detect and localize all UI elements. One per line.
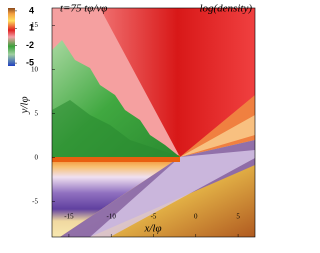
colorbar-tick-label: 1 [29, 23, 34, 33]
colorbar-tick-label: 4 [29, 5, 34, 15]
x-tick-label: -10 [107, 213, 117, 221]
x-tick-label: -5 [151, 213, 157, 221]
y-tick-label: 5 [35, 109, 39, 117]
x-tick-label: -15 [64, 213, 74, 221]
colorbar [8, 8, 15, 66]
y-tick-label: 10 [31, 65, 39, 73]
y-tick-label: -5 [32, 197, 38, 205]
colorbar-label: log(density) [199, 3, 252, 15]
x-tick-label: 0 [194, 213, 198, 221]
y-tick-label: 0 [35, 153, 39, 161]
x-axis-label: x/lφ [143, 223, 161, 235]
colorbar-tick-label: -5 [26, 57, 34, 67]
density-field [52, 8, 255, 237]
figure: t=75 tφ/vφ log(density) x/lφ y/lφ -15 -10… [8, 3, 256, 238]
x-tick-label: 5 [236, 213, 240, 221]
title: t=75 tφ/vφ [60, 3, 107, 15]
colorbar-tick-label: -2 [26, 40, 34, 50]
y-axis-label: y/lφ [19, 96, 31, 114]
y-tick-label: 15 [31, 21, 39, 29]
